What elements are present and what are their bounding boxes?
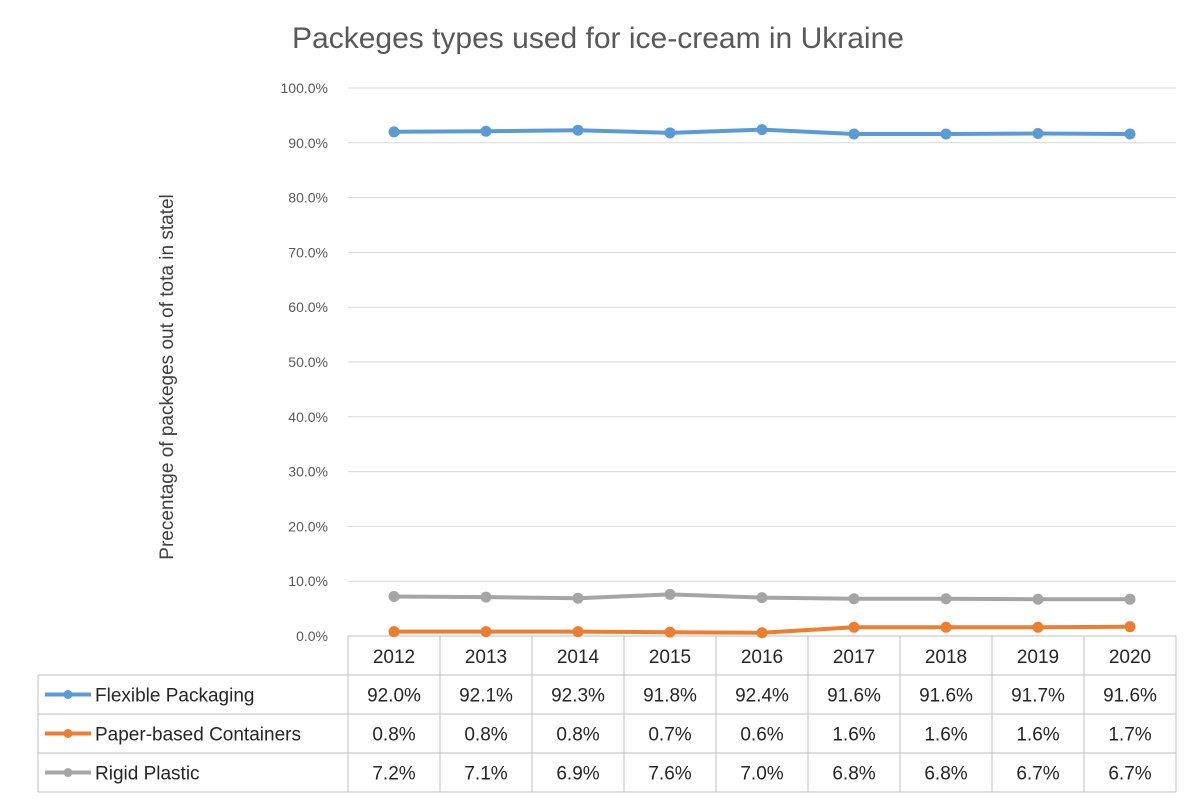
data-point [848,593,860,605]
data-point [388,626,400,638]
legend-entry: Paper-based Containers [95,725,301,746]
y-tick-label: 10.0% [288,573,328,589]
data-label: 7.0% [740,764,783,785]
data-point [388,591,400,603]
data-label: 7.1% [464,764,507,785]
data-point [756,124,768,136]
data-label: 1.6% [832,725,875,746]
data-label: 0.7% [648,725,691,746]
data-label: 92.0% [367,686,421,707]
data-label: 0.8% [372,725,415,746]
y-tick-label: 0.0% [296,628,328,644]
data-point [848,128,860,140]
data-label: 6.7% [1108,764,1151,785]
data-label: 91.7% [1011,686,1065,707]
data-label: 92.1% [459,686,513,707]
data-label: 92.4% [735,686,789,707]
data-label: 6.9% [556,764,599,785]
data-point [1032,621,1044,633]
x-tick-label: 2014 [557,647,600,668]
x-tick-label: 2020 [1109,647,1151,668]
data-point [664,127,676,139]
data-point [940,621,952,633]
data-label: 1.7% [1108,725,1151,746]
data-point [1124,128,1136,140]
y-axis-ticks: 0.0% 10.0% 20.0% 30.0% 40.0% 50.0% 60.0% 70.0% 8… [281,80,328,644]
data-point [664,626,676,638]
legend-entry: Rigid Plastic [95,764,200,785]
x-tick-label: 2015 [649,647,691,668]
data-label: 6.8% [832,764,875,785]
y-tick-label: 40.0% [288,409,328,425]
data-label: 91.8% [643,686,697,707]
legend-key-marker [63,729,73,738]
y-tick-label: 70.0% [288,244,328,260]
y-tick-label: 90.0% [288,135,328,151]
data-point [756,592,768,604]
y-tick-label: 50.0% [288,354,328,370]
data-label: 0.8% [556,725,599,746]
x-tick-label: 2016 [741,647,783,668]
data-point [480,125,492,137]
data-label: 6.8% [924,764,967,785]
data-label: 92.3% [551,686,605,707]
y-tick-label: 100.0% [281,80,328,96]
data-label: 91.6% [827,686,881,707]
x-tick-label: 2019 [1017,647,1059,668]
data-point [572,124,584,136]
data-point [1032,127,1044,139]
gridlines [348,87,1176,637]
data-point [664,588,676,600]
y-tick-label: 80.0% [288,190,328,206]
data-label: 6.7% [1016,764,1059,785]
y-tick-label: 30.0% [288,464,328,480]
data-label: 91.6% [919,686,973,707]
data-point [572,592,584,604]
legend-key-marker [63,768,73,777]
legend-entry: Flexible Packaging [95,686,254,707]
data-point [1124,593,1136,605]
data-point [940,128,952,140]
data-label: 7.6% [648,764,691,785]
data-point [848,621,860,633]
data-label: 0.6% [740,725,783,746]
y-tick-label: 20.0% [288,518,328,534]
x-tick-label: 2012 [373,647,415,668]
y-tick-label: 60.0% [288,299,328,315]
x-tick-label: 2013 [465,647,507,668]
data-point [572,626,584,638]
x-tick-label: 2017 [833,647,875,668]
data-point [480,626,492,638]
data-point [756,627,768,639]
data-label: 0.8% [464,725,507,746]
chart-title: Packeges types used for ice-cream in Ukr… [292,22,904,55]
data-point [1032,593,1044,605]
data-label: 91.6% [1103,686,1157,707]
data-point [388,126,400,138]
data-label: 1.6% [1016,725,1059,746]
data-table: 2012 2013 2014 2015 2016 2017 2018 2019 2020 Flex… [37,635,1177,793]
legend-key-marker [63,690,73,699]
x-tick-label: 2018 [925,647,967,668]
data-point [480,591,492,603]
y-axis-label: Precentage of packeges out of tota in st… [157,194,178,559]
data-point [1124,621,1136,633]
data-label: 7.2% [372,764,415,785]
series-lines [388,124,1136,639]
data-label: 1.6% [924,725,967,746]
data-point [940,593,952,605]
